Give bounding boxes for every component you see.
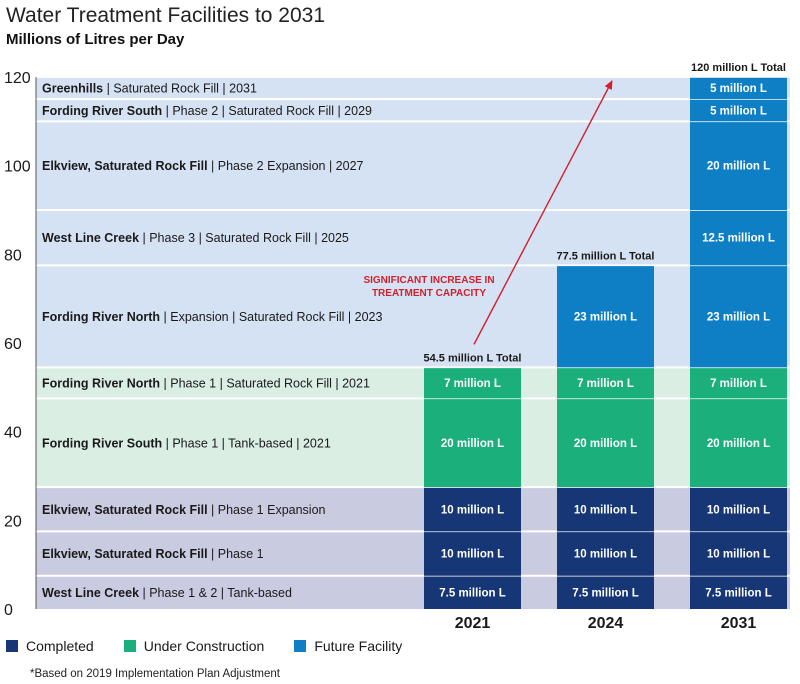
bar-segment-3-0 bbox=[424, 398, 521, 488]
bar-data-label-6-2: 12.5 million L bbox=[702, 233, 775, 245]
bar-data-label-0-2: 7.5 million L bbox=[705, 587, 771, 599]
bar-data-label-3-0: 20 million L bbox=[441, 438, 504, 450]
bar-segment-7-2 bbox=[690, 121, 787, 210]
legend-swatch-future-facility bbox=[294, 640, 307, 652]
row-label-5: Fording River North | Expansion | Satura… bbox=[42, 310, 382, 324]
legend-swatch-under-construction bbox=[123, 640, 136, 652]
x-tick-label-0: 2021 bbox=[455, 615, 491, 632]
row-label-2: Elkview, Saturated Rock Fill | Phase 1 E… bbox=[42, 503, 326, 517]
bar-data-label-5-2: 23 million L bbox=[707, 311, 770, 323]
bar-data-label-3-2: 20 million L bbox=[707, 438, 770, 450]
x-tick-label-2: 2031 bbox=[721, 615, 757, 632]
total-label-0: 54.5 million L Total bbox=[423, 352, 521, 364]
row-label-0: West Line Creek | Phase 1 & 2 | Tank-bas… bbox=[42, 586, 292, 600]
bar-segment-4-2 bbox=[690, 367, 787, 399]
legend-swatch-completed bbox=[6, 640, 18, 652]
row-band-6 bbox=[36, 210, 790, 266]
bar-segment-2-2 bbox=[690, 487, 787, 532]
y-tick-label-40: 40 bbox=[4, 425, 22, 442]
bar-segment-1-0 bbox=[424, 531, 521, 576]
row-label-9: Greenhills | Saturated Rock Fill | 2031 bbox=[42, 82, 257, 96]
annotation-line-1: TREATMENT CAPACITY bbox=[372, 288, 486, 299]
bar-segment-0-1 bbox=[557, 575, 654, 609]
bar-data-label-4-0: 7 million L bbox=[444, 378, 501, 390]
y-tick-label-20: 20 bbox=[4, 513, 22, 530]
row-label-4: Fording River North | Phase 1 | Saturate… bbox=[42, 376, 370, 390]
x-tick-label-1: 2024 bbox=[588, 615, 624, 632]
y-tick-label-60: 60 bbox=[4, 336, 22, 353]
bar-data-label-3-1: 20 million L bbox=[574, 438, 637, 450]
bar-segment-2-1 bbox=[557, 487, 654, 532]
legend-item-completed: Completed bbox=[6, 638, 94, 654]
bar-data-label-2-0: 10 million L bbox=[441, 504, 504, 516]
bar-segment-8-2 bbox=[690, 99, 787, 122]
legend-label-completed: Completed bbox=[26, 638, 94, 654]
bar-data-label-1-1: 10 million L bbox=[574, 549, 637, 561]
row-label-8: Fording River South | Phase 2 | Saturate… bbox=[42, 104, 372, 118]
bar-data-label-8-2: 5 million L bbox=[710, 105, 767, 117]
bar-segment-4-0 bbox=[424, 367, 521, 399]
y-tick-label-80: 80 bbox=[4, 247, 22, 264]
chart-subtitle: Millions of Litres per Day bbox=[6, 31, 185, 48]
bar-data-label-1-2: 10 million L bbox=[707, 549, 770, 561]
chart-title: Water Treatment Facilities to 2031 bbox=[6, 4, 326, 27]
footnote: *Based on 2019 Implementation Plan Adjus… bbox=[30, 668, 280, 680]
bar-data-label-2-2: 10 million L bbox=[707, 504, 770, 516]
annotation-line-0: SIGNIFICANT INCREASE IN bbox=[363, 275, 494, 286]
bar-segment-6-2 bbox=[690, 210, 787, 266]
bar-data-label-4-1: 7 million L bbox=[577, 378, 634, 390]
bar-segment-5-1 bbox=[557, 265, 654, 368]
row-band-5 bbox=[36, 265, 790, 368]
row-band-0 bbox=[36, 575, 790, 609]
row-band-1 bbox=[36, 531, 790, 576]
legend-item-under-construction: Under Construction bbox=[123, 638, 265, 654]
bar-segment-4-1 bbox=[557, 367, 654, 399]
total-label-2: 120 million L Total bbox=[691, 62, 786, 74]
row-label-7: Elkview, Saturated Rock Fill | Phase 2 E… bbox=[42, 159, 364, 173]
bar-data-label-1-0: 10 million L bbox=[441, 549, 504, 561]
bar-data-label-9-2: 5 million L bbox=[710, 83, 767, 95]
bar-segment-1-1 bbox=[557, 531, 654, 576]
legend-label-under-construction: Under Construction bbox=[143, 638, 265, 654]
bar-data-label-5-1: 23 million L bbox=[574, 311, 637, 323]
bar-segment-1-2 bbox=[690, 531, 787, 576]
row-band-9 bbox=[36, 77, 790, 100]
y-tick-label-0: 0 bbox=[4, 602, 13, 619]
legend: Completed Under Construction Future Faci… bbox=[6, 638, 432, 654]
row-band-2 bbox=[36, 487, 790, 532]
bar-segment-0-0 bbox=[424, 575, 521, 609]
bar-data-label-7-2: 20 million L bbox=[707, 161, 770, 173]
bar-segment-5-2 bbox=[690, 265, 787, 368]
row-label-3: Fording River South | Phase 1 | Tank-bas… bbox=[42, 436, 331, 450]
bar-data-label-0-1: 7.5 million L bbox=[572, 587, 638, 599]
row-band-7 bbox=[36, 121, 790, 210]
y-tick-label-100: 100 bbox=[4, 159, 31, 176]
legend-label-future-facility: Future Facility bbox=[314, 638, 403, 654]
bar-segment-2-0 bbox=[424, 487, 521, 532]
row-label-1: Elkview, Saturated Rock Fill | Phase 1 bbox=[42, 547, 264, 561]
total-label-1: 77.5 million L Total bbox=[556, 250, 654, 262]
bar-segment-3-2 bbox=[690, 398, 787, 488]
legend-item-future-facility: Future Facility bbox=[294, 638, 402, 654]
bar-data-label-2-1: 10 million L bbox=[574, 504, 637, 516]
row-band-3 bbox=[36, 398, 790, 488]
bar-segment-9-2 bbox=[690, 77, 787, 100]
stacked-bar-chart: West Line Creek | Phase 1 & 2 | Tank-bas… bbox=[4, 62, 790, 632]
increase-arrow bbox=[473, 80, 613, 345]
row-band-4 bbox=[36, 367, 790, 399]
row-band-8 bbox=[36, 99, 790, 122]
bar-segment-0-2 bbox=[690, 575, 787, 609]
bar-data-label-4-2: 7 million L bbox=[710, 378, 767, 390]
bar-data-label-0-0: 7.5 million L bbox=[439, 587, 505, 599]
bar-segment-3-1 bbox=[557, 398, 654, 488]
y-tick-label-120: 120 bbox=[4, 70, 31, 87]
row-label-6: West Line Creek | Phase 3 | Saturated Ro… bbox=[42, 231, 349, 245]
